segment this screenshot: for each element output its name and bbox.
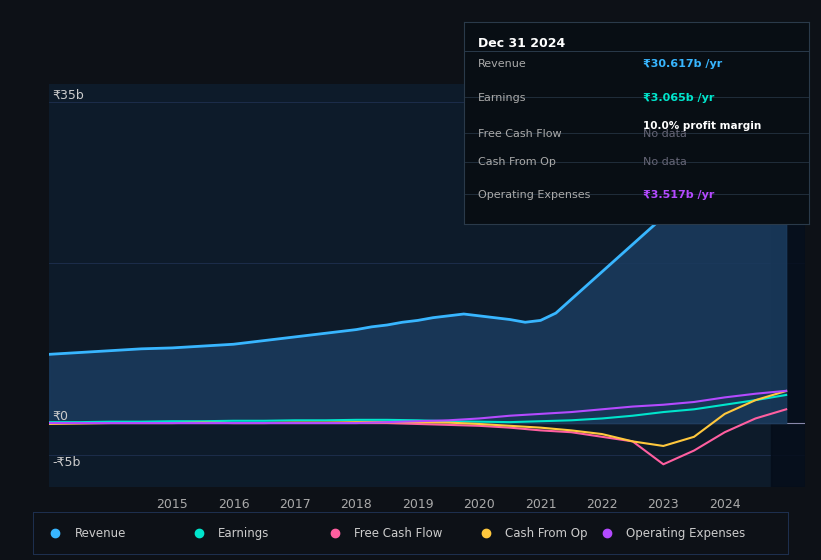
- Text: Free Cash Flow: Free Cash Flow: [478, 129, 562, 139]
- Text: ₹30.617b /yr: ₹30.617b /yr: [643, 59, 722, 69]
- Text: No data: No data: [643, 157, 687, 167]
- Text: Earnings: Earnings: [218, 527, 269, 540]
- Bar: [771, 84, 805, 487]
- Text: Cash From Op: Cash From Op: [478, 157, 556, 167]
- Text: Earnings: Earnings: [478, 93, 526, 103]
- Text: Operating Expenses: Operating Expenses: [478, 190, 590, 200]
- Text: Operating Expenses: Operating Expenses: [626, 527, 745, 540]
- Text: Cash From Op: Cash From Op: [505, 527, 587, 540]
- Text: -₹5b: -₹5b: [53, 456, 80, 469]
- Text: 10.0% profit margin: 10.0% profit margin: [643, 121, 761, 131]
- Text: ₹35b: ₹35b: [53, 90, 84, 102]
- Text: ₹3.517b /yr: ₹3.517b /yr: [643, 190, 714, 200]
- Text: Dec 31 2024: Dec 31 2024: [478, 36, 565, 49]
- Text: ₹0: ₹0: [53, 410, 68, 423]
- Text: No data: No data: [643, 129, 687, 139]
- Text: Free Cash Flow: Free Cash Flow: [354, 527, 443, 540]
- Text: Revenue: Revenue: [478, 59, 526, 69]
- Text: ₹3.065b /yr: ₹3.065b /yr: [643, 93, 714, 103]
- Text: Revenue: Revenue: [75, 527, 126, 540]
